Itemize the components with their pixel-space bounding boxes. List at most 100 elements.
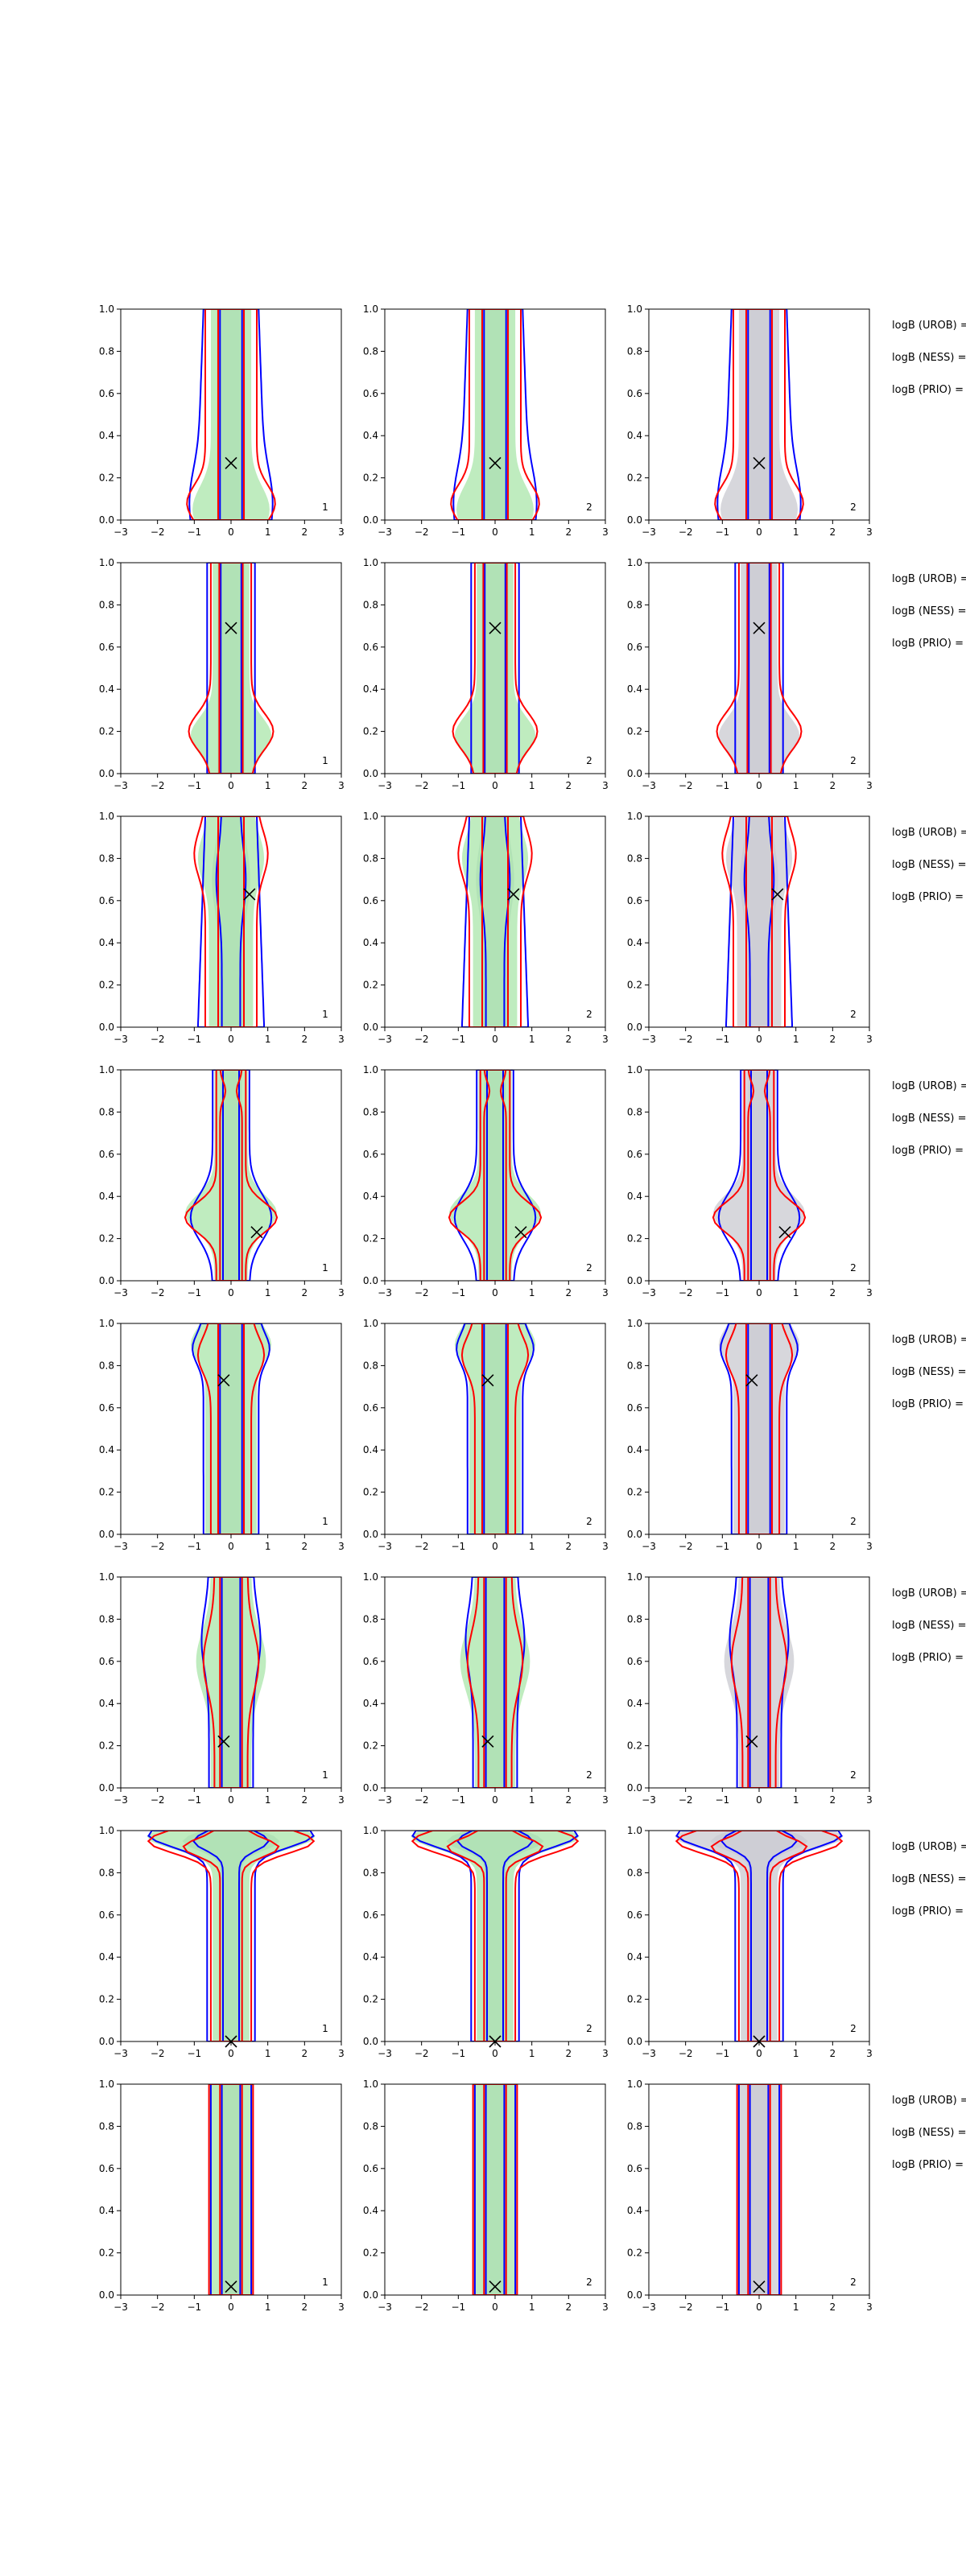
- x-tick-label: −1: [187, 1541, 201, 1552]
- x-tick-label: 0: [756, 780, 762, 791]
- x-tick-label: 0: [756, 1034, 762, 1045]
- x-tick-label: −3: [642, 1034, 656, 1045]
- panel-id-label: 2: [586, 1009, 592, 1020]
- panel-id-label: 2: [850, 2277, 857, 2288]
- panel-id-label: 2: [850, 2023, 857, 2034]
- y-tick-label: 0.2: [363, 1994, 378, 2005]
- y-tick-label: 0.8: [627, 1867, 642, 1878]
- panel-r7-c1: −3 −2 −1 0 1 2 3 0.0 0.2 0.4 0.6 0.8 1.0 1: [99, 1825, 345, 2059]
- x-tick-label: −2: [151, 1034, 165, 1045]
- x-tick-label: −3: [378, 1287, 392, 1298]
- y-tick-label: 1.0: [627, 557, 642, 568]
- y-tick-label: 0.0: [99, 514, 114, 526]
- blue-outer-contour: [192, 1323, 270, 1534]
- x-tick-label: 3: [602, 1287, 609, 1298]
- y-tick-label: 0.0: [363, 1529, 378, 1540]
- y-tick-label: 0.2: [99, 980, 114, 991]
- red-inner-contour: [747, 1070, 771, 1281]
- density-fill-inner: [710, 1831, 808, 2041]
- y-tick-label: 0.6: [363, 1656, 378, 1667]
- red-inner-contour: [483, 1577, 507, 1788]
- panel-r4-c2: −3 −2 −1 0 1 2 3 0.0 0.2 0.4 0.6 0.8 1.0 2: [363, 1064, 609, 1298]
- y-tick-label: 1.0: [99, 2079, 114, 2090]
- true-value-marker: [778, 1226, 791, 1239]
- panel-id-label: 2: [586, 755, 592, 766]
- x-tick-label: −1: [715, 2301, 729, 2313]
- x-tick-label: −2: [415, 1541, 429, 1552]
- true-value-marker: [489, 2280, 502, 2293]
- x-tick-label: −3: [114, 1287, 128, 1298]
- y-tick-label: 0.0: [627, 1782, 642, 1794]
- x-tick-label: −2: [151, 780, 165, 791]
- panel-id-label: 2: [586, 1516, 592, 1527]
- x-tick-label: 2: [302, 1034, 308, 1045]
- y-tick-label: 0.0: [627, 768, 642, 779]
- x-tick-label: −2: [679, 2048, 693, 2059]
- true-value-marker: [745, 1735, 758, 1748]
- x-tick-label: 1: [793, 1541, 799, 1552]
- x-tick-label: 3: [338, 1541, 345, 1552]
- x-tick-label: 3: [602, 1541, 609, 1552]
- x-tick-label: −1: [187, 1287, 201, 1298]
- x-tick-label: −3: [114, 526, 128, 538]
- y-tick-label: 0.4: [363, 1444, 378, 1455]
- x-tick-label: −1: [451, 1541, 465, 1552]
- x-tick-label: 2: [302, 1794, 308, 1806]
- x-tick-label: −2: [415, 2048, 429, 2059]
- panel-r6-c1: −3 −2 −1 0 1 2 3 0.0 0.2 0.4 0.6 0.8 1.0 1: [99, 1571, 345, 1806]
- y-tick-label: 0.0: [627, 1275, 642, 1286]
- x-tick-label: 0: [756, 2301, 762, 2313]
- y-tick-label: 0.4: [363, 1951, 378, 1963]
- y-tick-label: 0.8: [627, 1360, 642, 1371]
- blue-outer-contour: [209, 2084, 253, 2295]
- x-tick-label: 1: [265, 526, 271, 538]
- y-tick-label: 0.2: [363, 1740, 378, 1752]
- y-tick-label: 0.6: [363, 1909, 378, 1921]
- true-value-marker: [507, 888, 520, 901]
- y-tick-label: 0.8: [99, 345, 114, 357]
- blue-inner-contour: [192, 1831, 270, 2041]
- y-tick-label: 1.0: [627, 1064, 642, 1075]
- y-tick-label: 0.2: [627, 1233, 642, 1245]
- y-tick-label: 1.0: [99, 1571, 114, 1583]
- y-tick-label: 0.0: [363, 768, 378, 779]
- x-tick-label: 3: [602, 526, 609, 538]
- x-tick-label: −2: [679, 1794, 693, 1806]
- y-tick-label: 0.2: [627, 726, 642, 737]
- x-tick-label: −2: [679, 780, 693, 791]
- x-tick-label: −2: [151, 526, 165, 538]
- x-tick-label: 0: [756, 2048, 762, 2059]
- panel-id-label: 2: [850, 502, 857, 513]
- x-tick-label: −3: [642, 526, 656, 538]
- x-tick-label: 1: [529, 1034, 535, 1045]
- density-fill-inner: [481, 1323, 510, 1534]
- y-tick-label: 1.0: [363, 557, 378, 568]
- logb-side-label: logB (UROB) =: [892, 2095, 966, 2107]
- blue-inner-contour: [748, 563, 770, 774]
- x-tick-label: 1: [529, 526, 535, 538]
- x-tick-label: −3: [378, 526, 392, 538]
- y-tick-label: 0.8: [363, 1867, 378, 1878]
- x-tick-label: −3: [642, 2048, 656, 2059]
- x-tick-label: −3: [642, 1541, 656, 1552]
- y-tick-label: 1.0: [627, 811, 642, 822]
- panel-id-label: 1: [322, 1262, 328, 1274]
- true-value-marker: [225, 621, 237, 634]
- red-outer-contour: [712, 1070, 807, 1281]
- y-tick-label: 0.6: [99, 388, 114, 399]
- density-fill-inner: [481, 563, 509, 774]
- x-tick-label: 3: [338, 526, 345, 538]
- blue-outer-contour: [452, 309, 538, 520]
- x-tick-label: 1: [265, 1541, 271, 1552]
- panel-id-label: 1: [322, 1516, 328, 1527]
- logb-side-label: logB (NESS) =: [892, 1873, 966, 1885]
- y-tick-label: 0.0: [99, 1275, 114, 1286]
- x-tick-label: 2: [830, 2048, 836, 2059]
- red-inner-contour: [218, 563, 244, 774]
- red-outer-contour: [730, 1577, 788, 1788]
- x-tick-label: 0: [492, 526, 498, 538]
- blue-inner-contour: [485, 1577, 506, 1788]
- y-tick-label: 0.6: [363, 388, 378, 399]
- blue-inner-contour: [484, 563, 506, 774]
